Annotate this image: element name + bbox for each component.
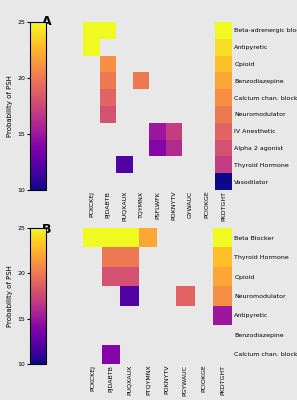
Bar <box>215 56 232 72</box>
Text: B: B <box>42 222 51 236</box>
Bar <box>102 267 120 286</box>
Bar <box>102 228 120 248</box>
Bar <box>120 267 139 286</box>
Bar <box>100 22 116 39</box>
Bar <box>83 228 102 248</box>
Bar <box>215 106 232 123</box>
Bar <box>116 156 133 173</box>
Bar <box>215 156 232 173</box>
Bar <box>120 248 139 267</box>
Bar <box>215 123 232 140</box>
Bar <box>215 140 232 156</box>
Bar <box>100 72 116 89</box>
Bar <box>215 173 232 190</box>
Bar <box>149 140 166 156</box>
Bar <box>139 228 157 248</box>
Bar <box>102 344 120 364</box>
Bar <box>215 39 232 56</box>
Bar <box>215 72 232 89</box>
Bar <box>120 286 139 306</box>
Bar <box>176 286 195 306</box>
Bar <box>213 228 232 248</box>
Bar <box>213 267 232 286</box>
Bar <box>102 248 120 267</box>
Bar <box>166 140 182 156</box>
Bar <box>166 123 182 140</box>
Bar <box>133 72 149 89</box>
Text: A: A <box>42 15 51 28</box>
Bar <box>100 56 116 72</box>
Bar <box>120 228 139 248</box>
Y-axis label: Probability of PSH: Probability of PSH <box>7 265 13 327</box>
Bar <box>213 286 232 306</box>
Bar <box>213 248 232 267</box>
Bar <box>83 22 100 39</box>
Bar <box>213 306 232 325</box>
Bar <box>215 22 232 39</box>
Bar <box>215 89 232 106</box>
Bar <box>83 39 100 56</box>
Bar <box>100 89 116 106</box>
Bar <box>100 106 116 123</box>
Bar <box>149 123 166 140</box>
Y-axis label: Probability of PSH: Probability of PSH <box>7 75 13 137</box>
